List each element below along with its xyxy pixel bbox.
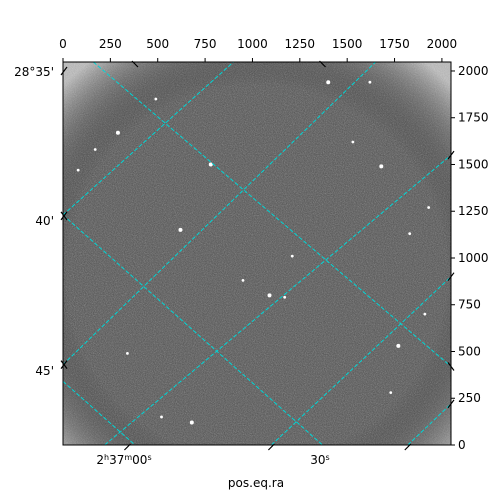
grid-line-3 bbox=[63, 62, 234, 216]
x-axis-label: pos.eq.ra bbox=[228, 476, 284, 490]
star-12 bbox=[267, 293, 272, 298]
star-14 bbox=[423, 312, 427, 316]
dec-tick-label-1: 28°35' bbox=[14, 65, 54, 79]
top-tick-label-0: 0 bbox=[59, 37, 67, 51]
world-tick-0 bbox=[60, 66, 68, 76]
plot-frame bbox=[62, 61, 452, 446]
grid-line-1 bbox=[63, 214, 323, 445]
right-tick-label-3: 750 bbox=[458, 298, 481, 312]
star-20 bbox=[93, 148, 97, 151]
star-15 bbox=[396, 343, 401, 348]
dec-tick-label-3: 45' bbox=[35, 364, 54, 378]
star-0 bbox=[326, 80, 331, 85]
top-tick-label-8: 2000 bbox=[427, 37, 458, 51]
right-tick-label-7: 1750 bbox=[458, 111, 489, 125]
world-tick-13 bbox=[447, 362, 455, 371]
star-21 bbox=[379, 164, 384, 169]
top-tick-label-4: 1000 bbox=[237, 37, 268, 51]
grid-line-7 bbox=[407, 403, 451, 445]
world-tick-12 bbox=[447, 399, 455, 409]
world-tick-10 bbox=[447, 150, 455, 160]
world-tick-9 bbox=[319, 60, 326, 68]
star-16 bbox=[126, 351, 129, 355]
world-tick-4 bbox=[60, 360, 68, 369]
world-tick-11 bbox=[447, 272, 455, 282]
image-plot-area bbox=[62, 61, 452, 446]
grid-line-2 bbox=[63, 381, 136, 445]
axis-ticks: 0 250 500 750 1000 1250 1500 1750 2000 0 250 500 750… bbox=[59, 37, 488, 452]
grid-line-6 bbox=[271, 276, 451, 445]
ra-tick-label-1: 2h37m00s bbox=[96, 453, 151, 467]
top-tick-label-7: 1750 bbox=[379, 37, 410, 51]
edge-vignette bbox=[63, 62, 451, 445]
star-2 bbox=[154, 97, 158, 101]
star-18 bbox=[189, 420, 194, 425]
world-tick-3 bbox=[60, 211, 68, 221]
right-tick-label-0: 0 bbox=[458, 438, 466, 452]
grid-line-0 bbox=[92, 62, 451, 367]
ra-tick-label-2: 30s bbox=[310, 453, 329, 467]
star-8 bbox=[408, 232, 412, 236]
star-11 bbox=[241, 279, 245, 282]
top-tick-label-5: 1250 bbox=[285, 37, 316, 51]
star-layer bbox=[76, 80, 431, 425]
top-tick-label-6: 1500 bbox=[332, 37, 363, 51]
world-tick-6 bbox=[267, 443, 275, 451]
dec-tick-label-2: 40' bbox=[35, 214, 54, 228]
star-3 bbox=[115, 130, 120, 135]
world-tick-5 bbox=[123, 443, 131, 451]
top-tick-label-3: 750 bbox=[194, 37, 217, 51]
right-tick-label-8: 2000 bbox=[458, 64, 489, 78]
right-tick-label-6: 1500 bbox=[458, 157, 489, 171]
star-5 bbox=[76, 168, 80, 172]
star-13 bbox=[283, 295, 287, 299]
world-tick-7 bbox=[404, 443, 412, 451]
star-10 bbox=[290, 254, 294, 258]
star-19 bbox=[160, 415, 163, 419]
right-tick-label-2: 500 bbox=[458, 344, 481, 358]
coordinate-grid bbox=[63, 62, 451, 445]
right-tick-label-1: 250 bbox=[458, 391, 481, 405]
star-9 bbox=[178, 227, 183, 232]
top-tick-label-1: 250 bbox=[99, 37, 122, 51]
star-4 bbox=[351, 140, 355, 144]
star-17 bbox=[389, 391, 393, 395]
grid-line-5 bbox=[104, 154, 451, 445]
star-1 bbox=[368, 80, 372, 84]
star-6 bbox=[208, 162, 213, 167]
star-7 bbox=[427, 206, 431, 209]
grid-line-4 bbox=[63, 62, 376, 365]
world-tick-8 bbox=[131, 60, 139, 68]
right-tick-label-5: 1250 bbox=[458, 204, 489, 218]
right-tick-label-4: 1000 bbox=[458, 251, 489, 265]
top-tick-label-2: 500 bbox=[146, 37, 169, 51]
